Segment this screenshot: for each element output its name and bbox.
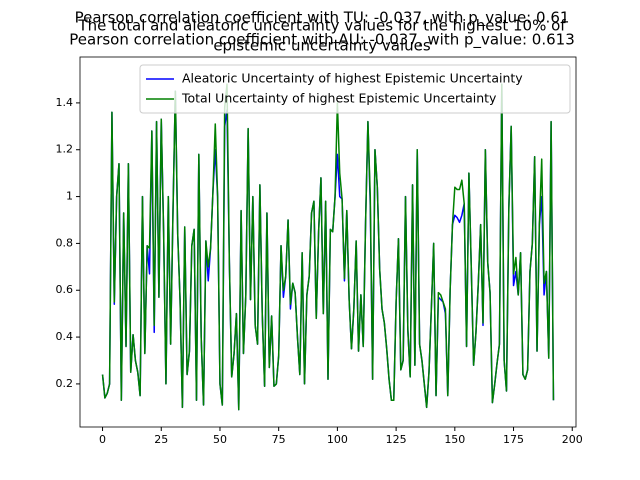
x-tick-label: 200 (562, 433, 583, 446)
x-tick-label: 150 (444, 433, 465, 446)
data-line (101, 83, 555, 411)
x-tick-label: 75 (272, 433, 286, 446)
chart-title: epistemic uncertainty values (213, 37, 431, 55)
x-tick-label: 100 (327, 433, 348, 446)
chart-title: The total and aleatoric uncertainty valu… (77, 17, 566, 35)
x-tick-label: 125 (386, 433, 407, 446)
y-tick-label: 1 (66, 190, 73, 203)
x-tick-label: 175 (503, 433, 524, 446)
y-tick-label: 0.2 (56, 377, 74, 390)
y-tick-label: 1.4 (56, 96, 74, 109)
y-tick-label: 0.4 (56, 330, 74, 343)
legend-box (139, 64, 571, 114)
legend-label: Aleatoric Uncertainty of highest Epistem… (182, 71, 523, 86)
y-tick-label: 0.8 (56, 236, 74, 249)
chart-title: Pearson correlation coefficient with TU:… (75, 9, 570, 28)
x-tick-label: 50 (213, 433, 227, 446)
x-tick-label: 25 (154, 433, 168, 446)
plot-frame (79, 56, 577, 428)
legend-label: Total Uncertainty of highest Epistemic U… (181, 91, 497, 106)
chart-title: Pearson correlation coefficient with AU:… (69, 31, 574, 50)
y-tick-label: 0.6 (56, 283, 74, 296)
x-tick-label: 0 (99, 433, 106, 446)
y-tick-label: 1.2 (56, 143, 74, 156)
